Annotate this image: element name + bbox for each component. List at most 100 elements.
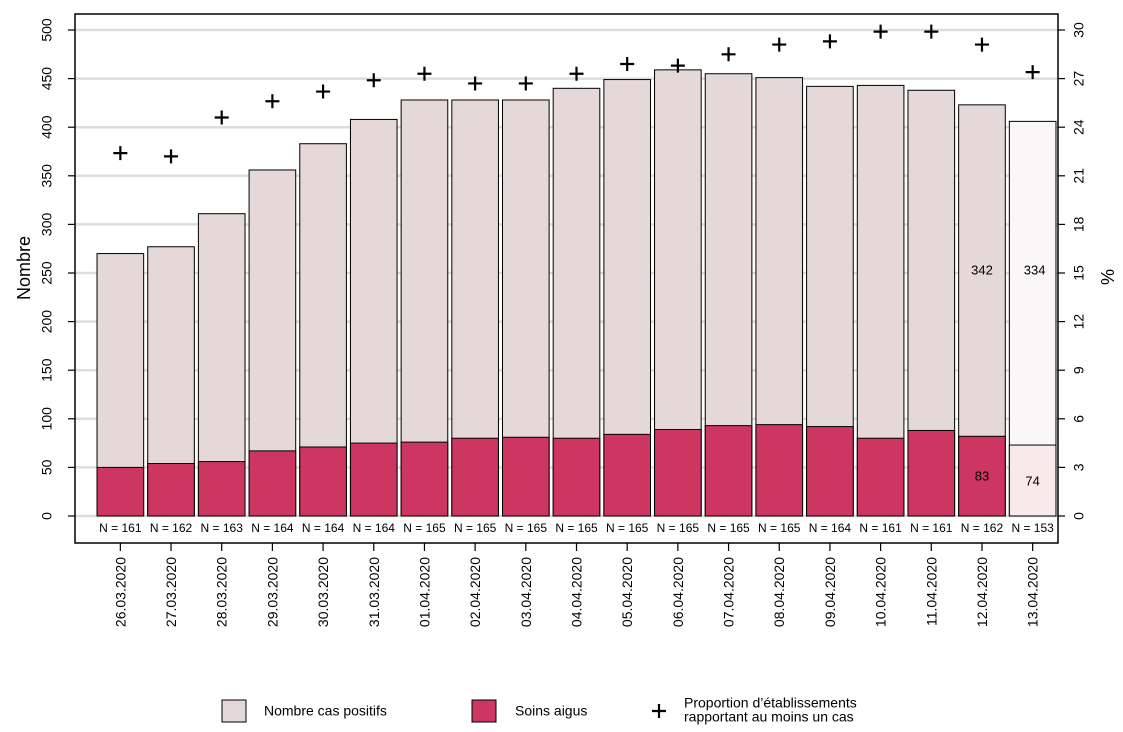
y-tick-label-10: 500 [39, 18, 55, 42]
proportion-marker-16 [924, 24, 939, 39]
x-tick-label-10: 05.04.2020 [619, 557, 635, 627]
x-tick-label-3: 29.03.2020 [264, 557, 280, 627]
n-label-16: N = 161 [910, 521, 953, 535]
bar-acute-14 [806, 426, 854, 517]
proportion-marker-15 [873, 24, 888, 39]
y2-tick-label-5: 15 [1071, 265, 1087, 281]
n-label-15: N = 161 [859, 521, 902, 535]
value-label-0: 342 [971, 262, 993, 277]
n-label-18: N = 153 [1011, 521, 1054, 535]
proportion-marker-6 [417, 66, 432, 81]
legend-swatch-acute [471, 699, 497, 723]
x-tick-label-18: 13.04.2020 [1025, 557, 1041, 627]
y2-tick-label-2: 6 [1071, 415, 1087, 423]
n-label-1: N = 162 [150, 521, 193, 535]
bar-acute-18 [1008, 444, 1057, 517]
n-label-6: N = 165 [403, 521, 446, 535]
n-label-2: N = 163 [201, 521, 244, 535]
bar-acute-16 [907, 429, 956, 517]
bar-acute-8 [502, 436, 550, 517]
bar-acute-0 [96, 466, 145, 517]
proportion-marker-14 [822, 34, 837, 49]
legend-swatch-total [221, 699, 247, 723]
y-tick-label-3: 150 [39, 358, 55, 382]
n-label-5: N = 164 [353, 521, 396, 535]
proportion-marker-7 [468, 76, 483, 91]
proportion-marker-13 [772, 37, 787, 52]
x-tick-label-17: 12.04.2020 [974, 557, 990, 627]
bar-acute-17 [958, 435, 1006, 517]
x-tick-label-16: 11.04.2020 [923, 557, 939, 626]
n-label-17: N = 162 [961, 521, 1004, 535]
y2-tick-label-0: 0 [1071, 512, 1087, 520]
bar-acute-7 [451, 437, 499, 517]
bar-acute-3 [248, 450, 297, 517]
y-tick-label-6: 300 [39, 213, 55, 237]
proportion-marker-4 [316, 84, 331, 99]
legend-label-proportion-line2: rapportant au moins un cas [684, 709, 854, 725]
y-tick-label-0: 0 [39, 512, 55, 520]
n-label-10: N = 165 [606, 521, 649, 535]
n-label-13: N = 165 [758, 521, 801, 535]
n-label-12: N = 165 [707, 521, 750, 535]
legend-label-total: Nombre cas positifs [264, 703, 387, 719]
y2-tick-label-1: 3 [1071, 463, 1087, 471]
bar-acute-2 [197, 461, 246, 517]
value-label-2: 334 [1024, 262, 1046, 277]
y2-tick-label-6: 18 [1071, 216, 1087, 232]
bar-acute-9 [552, 437, 601, 517]
x-tick-label-13: 08.04.2020 [771, 557, 787, 627]
bar-acute-12 [704, 425, 753, 517]
bar-acute-11 [654, 428, 702, 517]
y-tick-label-1: 50 [39, 459, 55, 475]
x-tick-label-1: 27.03.2020 [163, 557, 179, 627]
y2-axis-title: % [1098, 269, 1118, 285]
y2-tick-label-3: 9 [1071, 366, 1087, 374]
x-tick-label-8: 03.04.2020 [518, 557, 534, 627]
x-tick-label-12: 07.04.2020 [721, 557, 737, 627]
proportion-marker-8 [518, 76, 533, 91]
y-tick-label-4: 200 [39, 310, 55, 334]
proportion-marker-3 [265, 94, 280, 109]
y-tick-label-8: 400 [39, 115, 55, 139]
bar-acute-1 [147, 463, 195, 517]
bar-acute-10 [603, 433, 651, 517]
y-tick-label-5: 250 [39, 261, 55, 285]
y-tick-label-7: 350 [39, 164, 55, 188]
n-label-0: N = 161 [99, 521, 142, 535]
legend-label-proportion-line1: Proportion d’établissements [684, 695, 857, 711]
n-label-14: N = 164 [809, 521, 852, 535]
legend-plus-icon [652, 704, 666, 718]
y2-tick-label-8: 24 [1071, 119, 1087, 135]
plot-frame [74, 13, 1059, 544]
x-tick-label-5: 31.03.2020 [366, 557, 382, 627]
n-label-8: N = 165 [505, 521, 548, 535]
n-label-3: N = 164 [251, 521, 294, 535]
x-tick-label-9: 04.04.2020 [569, 557, 585, 627]
x-tick-label-11: 06.04.2020 [670, 557, 686, 627]
bar-acute-5 [349, 442, 398, 517]
y2-tick-label-10: 30 [1071, 22, 1087, 38]
y-axis-title: Nombre [14, 236, 34, 300]
proportion-marker-2 [214, 110, 229, 125]
bar-acute-6 [400, 441, 449, 517]
x-tick-label-15: 10.04.2020 [873, 557, 889, 627]
bar-acute-15 [856, 437, 905, 517]
value-label-3: 74 [1025, 474, 1039, 489]
x-tick-label-2: 28.03.2020 [214, 557, 230, 627]
bar-acute-13 [755, 424, 804, 517]
proportion-marker-1 [164, 149, 179, 164]
proportion-marker-0 [113, 146, 128, 161]
n-label-7: N = 165 [454, 521, 497, 535]
legend-label-acute: Soins aigus [515, 703, 587, 719]
proportion-marker-17 [974, 37, 989, 52]
proportion-marker-5 [366, 73, 381, 88]
proportion-marker-9 [569, 66, 584, 81]
y2-tick-label-7: 21 [1071, 168, 1087, 184]
n-label-4: N = 164 [302, 521, 345, 535]
n-label-9: N = 165 [555, 521, 598, 535]
y2-tick-label-9: 27 [1071, 71, 1087, 87]
y-tick-label-2: 100 [39, 407, 55, 431]
